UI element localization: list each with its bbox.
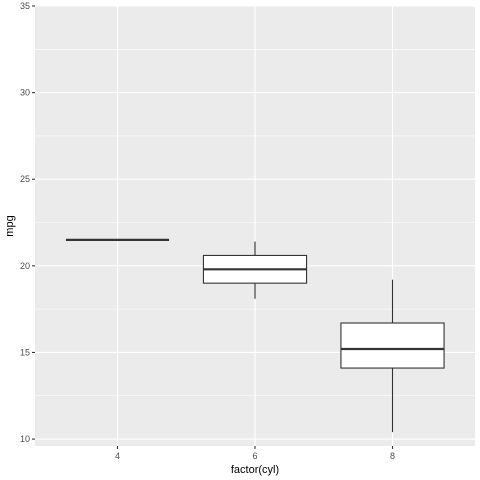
box-8 — [340, 279, 445, 433]
x-tick-label: 4 — [115, 451, 120, 461]
y-tick-label: 30 — [20, 88, 30, 98]
box-series — [65, 238, 445, 433]
y-tick-label: 10 — [20, 434, 30, 444]
x-tick-label: 8 — [390, 451, 395, 461]
y-axis: 10 15 20 25 30 35 — [20, 1, 35, 444]
box-6 — [202, 241, 308, 299]
x-tick-label: 6 — [252, 451, 257, 461]
box-body — [340, 322, 445, 369]
x-axis-title: factor(cyl) — [231, 464, 279, 476]
x-axis: 4 6 8 — [115, 446, 395, 461]
y-axis-title: mpg — [4, 215, 16, 236]
y-tick-label: 25 — [20, 174, 30, 184]
y-tick-label: 20 — [20, 261, 30, 271]
y-tick-label: 15 — [20, 347, 30, 357]
y-tick-label: 35 — [20, 1, 30, 11]
